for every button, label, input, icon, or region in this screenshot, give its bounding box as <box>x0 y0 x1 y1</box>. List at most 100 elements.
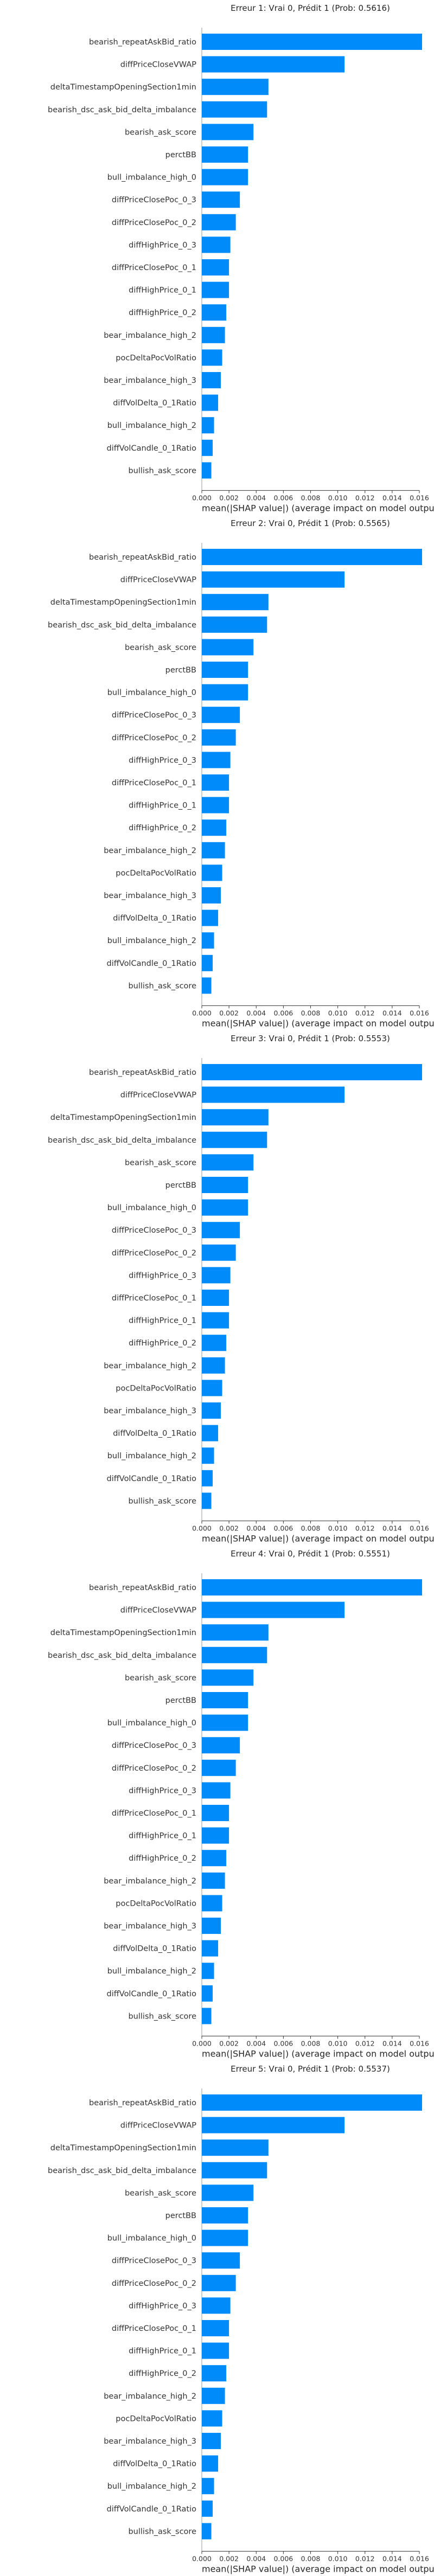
bar-diffVolDelta_0_1Ratio <box>202 394 219 411</box>
x-tick-label: 0.004 <box>246 494 266 502</box>
feature-label: bearish_ask_score <box>125 1674 196 1682</box>
feature-label: diffPriceClosePoc_0_2 <box>112 1249 196 1258</box>
shap-panel-3: Erreur 3: Vrai 0, Prédit 1 (Prob: 0.5553… <box>48 1034 434 1543</box>
feature-label: bullish_ask_score <box>128 466 196 475</box>
bar-diffPriceClosePoc_0_1 <box>202 1805 229 1821</box>
bar-bearish_repeatAskBid_ratio <box>202 1064 423 1080</box>
bar-bearish_repeatAskBid_ratio <box>202 1579 423 1595</box>
chart-title: Erreur 1: Vrai 0, Prédit 1 (Prob: 0.5616… <box>231 3 390 13</box>
bar-diffHighPrice_0_1 <box>202 797 229 813</box>
feature-label: diffVolDelta_0_1Ratio <box>113 1430 196 1438</box>
bar-diffPriceClosePoc_0_3 <box>202 191 240 208</box>
x-tick-label: 0.010 <box>328 494 348 502</box>
x-tick-label: 0.002 <box>219 2039 239 2047</box>
bar-diffVolCandle_0_1Ratio <box>202 1985 213 2002</box>
bar-diffPriceClosePoc_0_1 <box>202 774 229 791</box>
x-tick-label: 0.010 <box>328 1009 348 1017</box>
feature-label: bearish_dsc_ask_bid_delta_imbalance <box>48 1136 196 1145</box>
bar-pocDeltaPocVolRatio <box>202 864 222 881</box>
bar-diffHighPrice_0_2 <box>202 1335 227 1351</box>
bar-diffHighPrice_0_3 <box>202 752 231 768</box>
x-tick-label: 0.010 <box>328 2554 348 2562</box>
x-tick-label: 0.012 <box>355 2554 375 2562</box>
x-tick-label: 0.008 <box>301 494 321 502</box>
bar-bear_imbalance_high_3 <box>202 2433 221 2449</box>
bar-bull_imbalance_high_2 <box>202 932 214 949</box>
x-tick-label: 0.014 <box>382 494 402 502</box>
feature-label: bearish_dsc_ask_bid_delta_imbalance <box>48 2167 196 2175</box>
bar-deltaTimestampOpeningSection1min <box>202 79 269 95</box>
feature-label: bear_imbalance_high_2 <box>104 1362 196 1370</box>
x-tick-label: 0.002 <box>219 1009 239 1017</box>
bar-bear_imbalance_high_2 <box>202 1357 225 1374</box>
bar-diffVolCandle_0_1Ratio <box>202 954 213 971</box>
shap-panel-4: Erreur 4: Vrai 0, Prédit 1 (Prob: 0.5551… <box>48 1549 434 2059</box>
bar-bullish_ask_score <box>202 977 212 994</box>
feature-label: bullish_ask_score <box>128 2527 196 2536</box>
x-tick-label: 0.000 <box>192 494 212 502</box>
bar-bull_imbalance_high_0 <box>202 684 248 701</box>
bar-diffHighPrice_0_2 <box>202 1850 227 1867</box>
bar-deltaTimestampOpeningSection1min <box>202 1109 269 1126</box>
feature-label: bearish_repeatAskBid_ratio <box>89 2099 196 2107</box>
feature-label: bull_imbalance_high_0 <box>107 2234 196 2243</box>
feature-label: diffPriceClosePoc_0_1 <box>112 264 196 272</box>
bar-bearish_repeatAskBid_ratio <box>202 2094 423 2111</box>
bar-diffPriceClosePoc_0_3 <box>202 707 240 723</box>
x-tick-label: 0.000 <box>192 1009 212 1017</box>
bar-diffHighPrice_0_3 <box>202 2297 231 2314</box>
feature-label: diffPriceClosePoc_0_3 <box>112 196 196 204</box>
bar-bearish_ask_score <box>202 1154 254 1171</box>
x-tick-label: 0.008 <box>301 2554 321 2562</box>
feature-label: diffPriceClosePoc_0_1 <box>112 1294 196 1303</box>
feature-label: pocDeltaPocVolRatio <box>116 354 196 362</box>
bar-bearish_repeatAskBid_ratio <box>202 549 423 565</box>
feature-label: bearish_ask_score <box>125 643 196 652</box>
x-tick-label: 0.016 <box>410 2039 429 2047</box>
x-tick-label: 0.006 <box>273 1524 293 1532</box>
bar-diffPriceClosePoc_0_3 <box>202 1222 240 1239</box>
bar-bull_imbalance_high_0 <box>202 1199 248 1216</box>
bar-bear_imbalance_high_2 <box>202 842 225 858</box>
feature-label: diffPriceClosePoc_0_1 <box>112 2324 196 2333</box>
x-tick-label: 0.016 <box>410 494 429 502</box>
bar-diffVolCandle_0_1Ratio <box>202 2500 213 2517</box>
feature-label: bull_imbalance_high_2 <box>107 2482 196 2491</box>
bar-perctBB <box>202 1692 248 1708</box>
bar-diffPriceClosePoc_0_2 <box>202 2274 236 2291</box>
feature-label: bear_imbalance_high_3 <box>104 376 196 385</box>
feature-label: diffPriceClosePoc_0_2 <box>112 219 196 227</box>
bar-bear_imbalance_high_3 <box>202 372 221 388</box>
feature-label: bear_imbalance_high_3 <box>104 1922 196 1931</box>
feature-label: diffVolDelta_0_1Ratio <box>113 399 196 408</box>
x-tick-label: 0.006 <box>273 2554 293 2562</box>
feature-label: diffHighPrice_0_1 <box>129 1832 196 1841</box>
feature-label: diffPriceCloseVWAP <box>120 576 196 585</box>
feature-label: bear_imbalance_high_3 <box>104 2437 196 2446</box>
feature-label: diffPriceClosePoc_0_2 <box>112 2279 196 2288</box>
bar-bear_imbalance_high_3 <box>202 887 221 903</box>
feature-label: diffHighPrice_0_1 <box>129 1317 196 1325</box>
bar-diffHighPrice_0_2 <box>202 2365 227 2382</box>
bar-bullish_ask_score <box>202 2008 212 2024</box>
feature-label: bull_imbalance_high_2 <box>107 1967 196 1976</box>
feature-label: bear_imbalance_high_3 <box>104 1407 196 1415</box>
feature-label: diffVolCandle_0_1Ratio <box>107 959 197 968</box>
x-tick-label: 0.006 <box>273 2039 293 2047</box>
x-tick-label: 0.012 <box>355 494 375 502</box>
bar-diffHighPrice_0_1 <box>202 1827 229 1844</box>
feature-label: pocDeltaPocVolRatio <box>116 1899 196 1908</box>
x-tick-label: 0.000 <box>192 1524 212 1532</box>
bar-bear_imbalance_high_3 <box>202 1402 221 1419</box>
feature-label: deltaTimestampOpeningSection1min <box>50 1113 196 1122</box>
feature-label: diffHighPrice_0_3 <box>129 2302 196 2310</box>
bar-deltaTimestampOpeningSection1min <box>202 594 269 611</box>
feature-label: diffPriceCloseVWAP <box>120 1091 196 1100</box>
feature-label: diffHighPrice_0_1 <box>129 286 196 295</box>
bar-pocDeltaPocVolRatio <box>202 349 222 366</box>
feature-label: pocDeltaPocVolRatio <box>116 2414 196 2423</box>
feature-label: diffPriceCloseVWAP <box>120 61 196 69</box>
feature-label: bullish_ask_score <box>128 1497 196 1505</box>
x-tick-label: 0.012 <box>355 2039 375 2047</box>
bar-deltaTimestampOpeningSection1min <box>202 2139 269 2156</box>
